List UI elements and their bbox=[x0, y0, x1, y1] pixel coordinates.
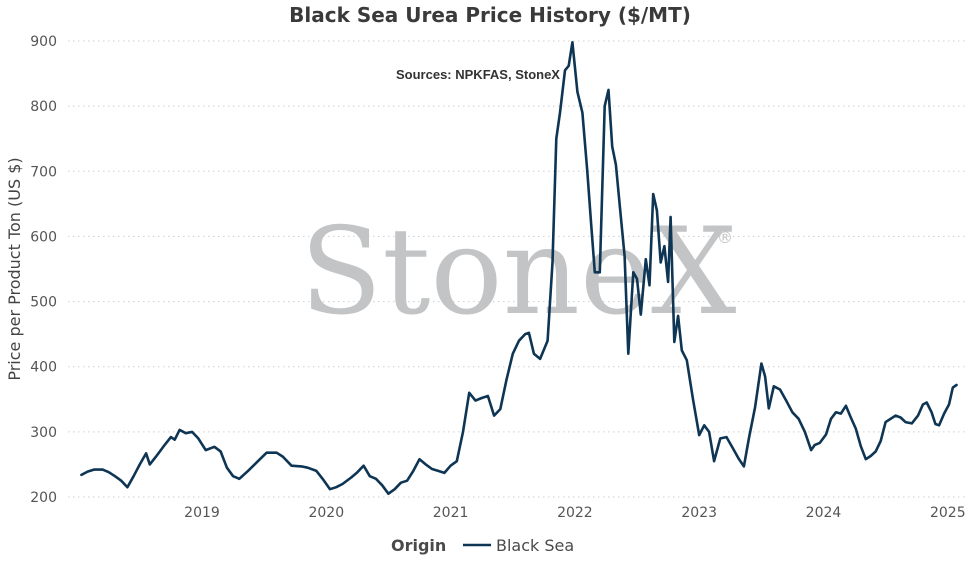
y-tick-label-700: 700 bbox=[30, 164, 57, 180]
registered-mark: ® bbox=[717, 228, 733, 247]
stonex-watermark: StoneX bbox=[300, 203, 736, 342]
x-tick-label-2022: 2022 bbox=[557, 505, 593, 521]
y-tick-label-300: 300 bbox=[30, 425, 57, 441]
x-tick-label-2021: 2021 bbox=[433, 505, 469, 521]
x-axis-ticks: 2019 2020 2021 2022 2023 2024 2025 bbox=[184, 505, 965, 521]
legend: Origin Black Sea bbox=[391, 536, 574, 555]
chart-title: Black Sea Urea Price History ($/MT) bbox=[289, 3, 691, 27]
x-tick-label-2025: 2025 bbox=[930, 505, 966, 521]
x-tick-label-2024: 2024 bbox=[806, 505, 842, 521]
y-tick-label-800: 800 bbox=[30, 99, 57, 115]
y-tick-label-400: 400 bbox=[30, 360, 57, 376]
series-line-black-sea[interactable] bbox=[80, 41, 958, 495]
legend-label-black-sea[interactable]: Black Sea bbox=[496, 536, 574, 555]
y-axis-ticks: 200 300 400 500 600 700 800 900 bbox=[30, 34, 57, 506]
y-tick-label-600: 600 bbox=[30, 229, 57, 245]
legend-title: Origin bbox=[391, 536, 446, 555]
y-tick-label-500: 500 bbox=[30, 295, 57, 311]
series-layer bbox=[80, 41, 958, 495]
chart-subtitle: Sources: NPKFAS, StoneX bbox=[396, 67, 560, 82]
y-axis-title: Price per Product Ton (US $) bbox=[5, 157, 24, 380]
x-tick-label-2023: 2023 bbox=[681, 505, 717, 521]
y-tick-label-200: 200 bbox=[30, 490, 57, 506]
x-tick-label-2019: 2019 bbox=[184, 505, 220, 521]
watermark: StoneX ® bbox=[300, 203, 736, 342]
gridlines bbox=[68, 40, 968, 498]
x-tick-label-2020: 2020 bbox=[308, 505, 344, 521]
y-tick-label-900: 900 bbox=[30, 34, 57, 50]
